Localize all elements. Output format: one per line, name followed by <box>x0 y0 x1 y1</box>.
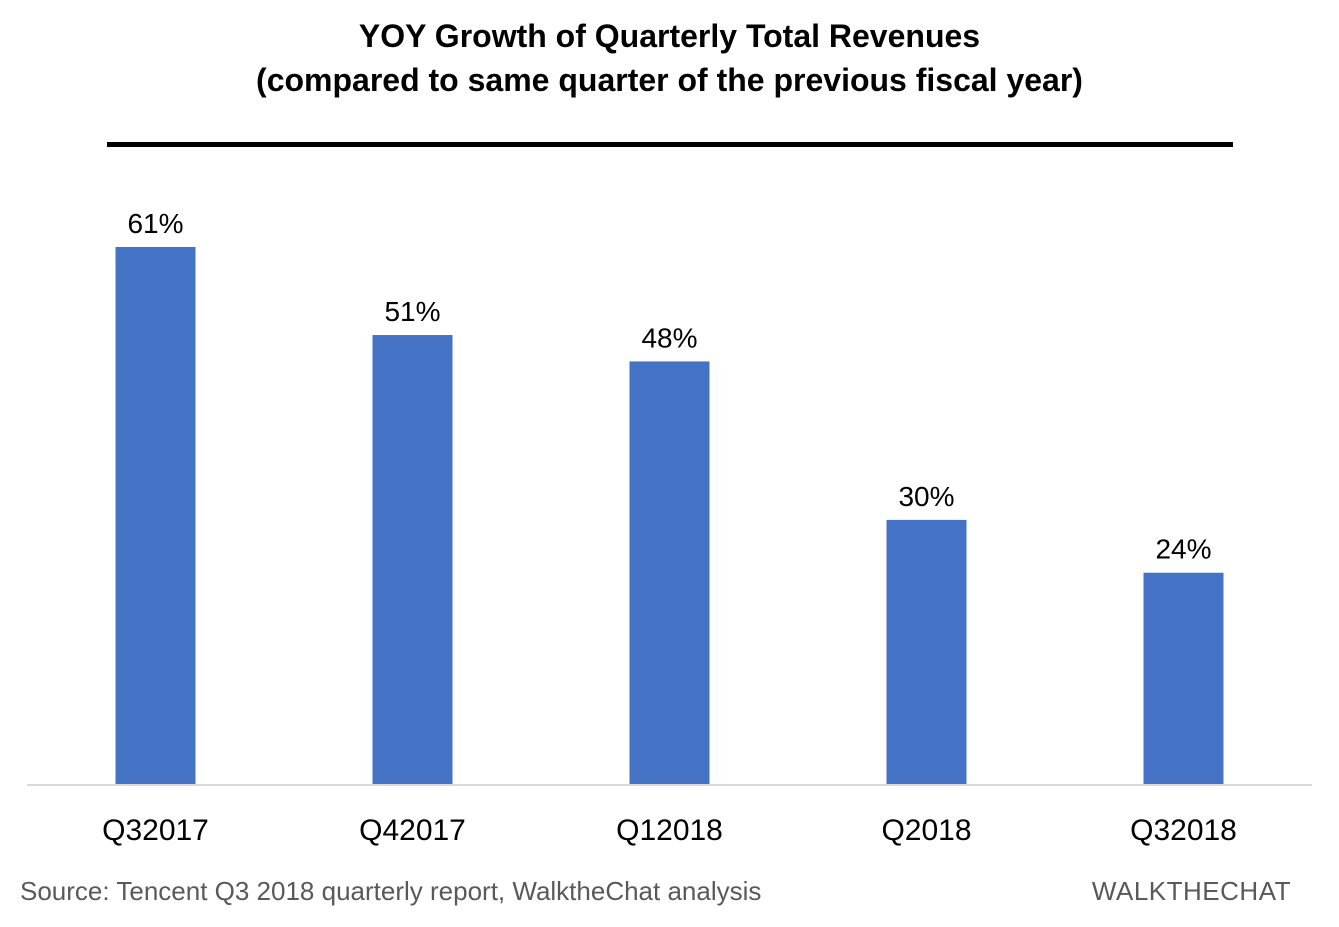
category-label-q32017: Q32017 <box>102 814 209 847</box>
category-labels: Q32017 Q42017 Q12018 Q2018 Q32018 <box>102 814 1237 847</box>
chart-title: YOY Growth of Quarterly Total Revenues <box>358 18 981 54</box>
category-label-q2018: Q2018 <box>881 814 971 847</box>
bar-q12018 <box>629 361 710 784</box>
bar-q2018 <box>886 519 967 784</box>
category-label-q12018: Q12018 <box>616 814 723 847</box>
brand-logo-text: WALKTHECHAT <box>1091 876 1291 906</box>
title-divider <box>107 142 1233 147</box>
data-label-q32017: 61% <box>127 208 183 239</box>
chart-subtitle: (compared to same quarter of the previou… <box>256 62 1083 98</box>
category-label-q32018: Q32018 <box>1130 814 1237 847</box>
bar-q42017 <box>372 335 453 784</box>
bar-q32017 <box>115 247 196 784</box>
data-label-q32018: 24% <box>1155 534 1211 565</box>
category-label-q42017: Q42017 <box>359 814 466 847</box>
bar-q32018 <box>1143 572 1224 784</box>
source-note: Source: Tencent Q3 2018 quarterly report… <box>20 876 762 906</box>
chart-title-block: YOY Growth of Quarterly Total Revenues (… <box>0 14 1339 102</box>
data-labels: 61% 51% 48% 30% 24% <box>127 208 1211 565</box>
data-label-q12018: 48% <box>641 322 697 353</box>
bar-series <box>115 247 1224 784</box>
data-label-q42017: 51% <box>384 296 440 327</box>
data-label-q2018: 30% <box>898 481 954 512</box>
